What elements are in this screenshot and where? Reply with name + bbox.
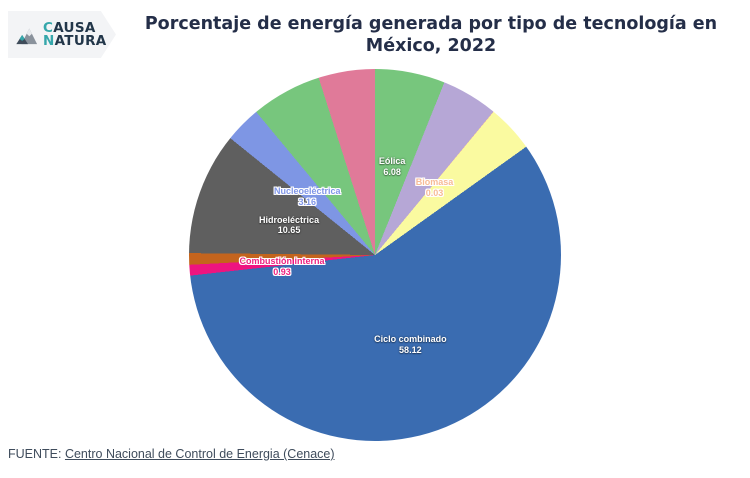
pie-chart: Eólica 6.08 Biomasa 0.03 Nucleoeléctrica 3.… (189, 69, 561, 441)
pie-label-eolica: Eólica 6.08 (378, 156, 406, 178)
pie-label-hidroelectrica: Hidroeléctrica 10.65 (259, 214, 320, 236)
page-title: Porcentaje de energía generada por tipo … (144, 14, 718, 57)
pie-label-combustion-interna: Combustión interna 0.93 (239, 256, 325, 278)
pie-label-ciclo-combinado: Ciclo combinado 58.12 (374, 334, 447, 356)
logo-wordmark: CAUSA NATURA (43, 20, 107, 49)
mountain-icon (16, 28, 38, 44)
source-prefix: FUENTE: (8, 447, 65, 461)
source-line: FUENTE: Centro Nacional de Control de En… (8, 447, 335, 461)
source-link[interactable]: Centro Nacional de Control de Energia (C… (64, 447, 335, 461)
pie-label-biomasa: Biomasa 0.03 (415, 177, 454, 199)
logo-causa-natura: CAUSA NATURA (8, 11, 116, 58)
pie-label-nucleoelectrica: Nucleoeléctrica 3.16 (274, 186, 341, 208)
